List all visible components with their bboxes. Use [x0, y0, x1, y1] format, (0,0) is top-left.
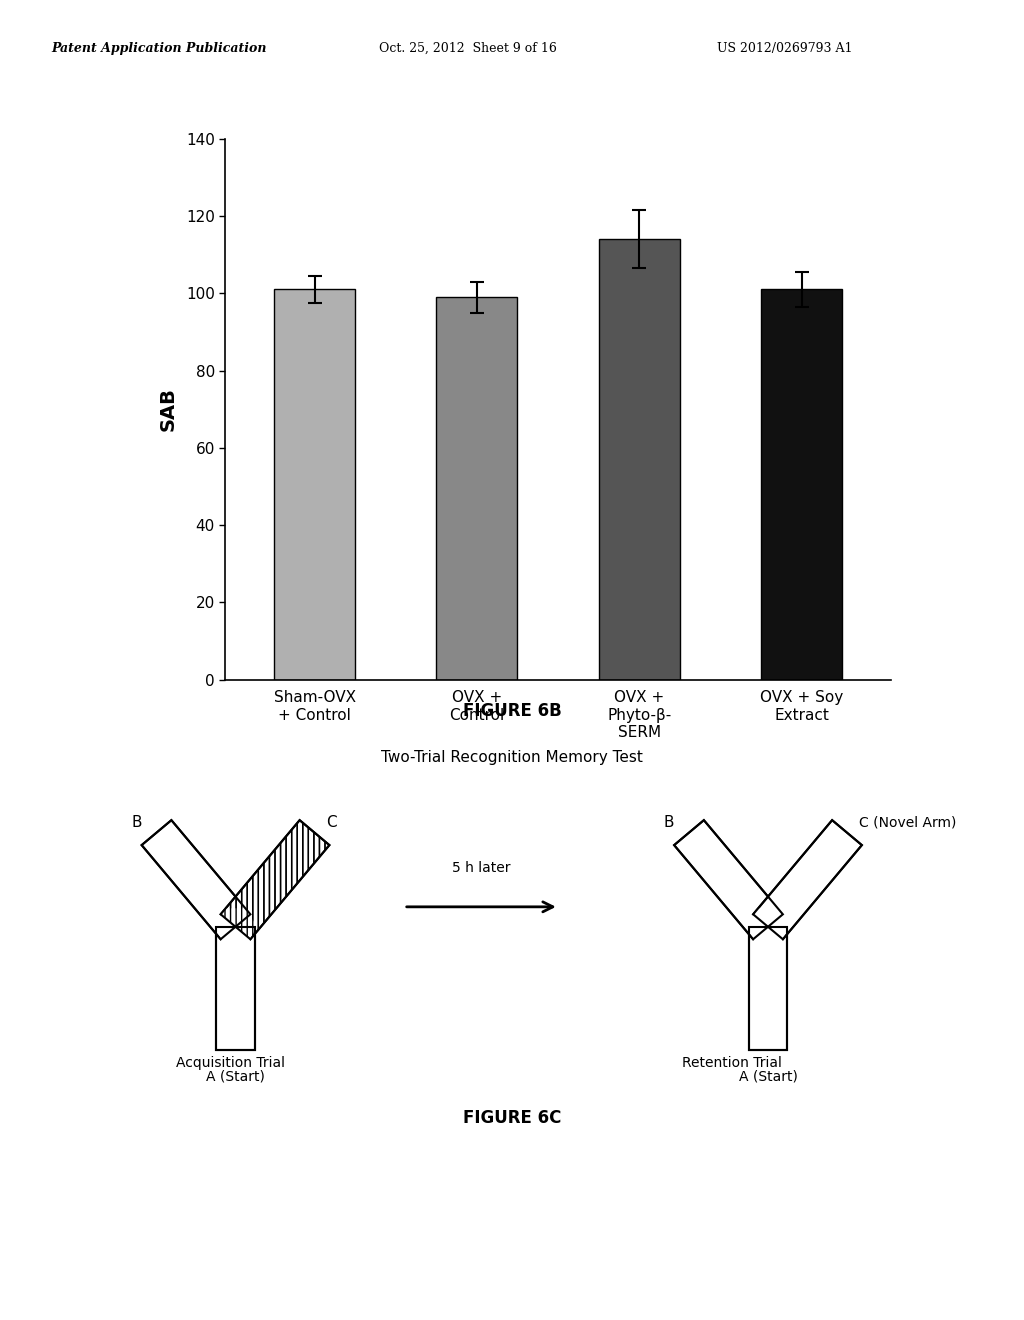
Bar [436, 297, 517, 680]
Bar [599, 239, 680, 680]
Y-axis label: SAB: SAB [159, 387, 177, 432]
Bar [761, 289, 842, 680]
Polygon shape [746, 908, 790, 945]
Text: B: B [664, 816, 674, 830]
Polygon shape [753, 820, 862, 940]
Polygon shape [216, 927, 255, 1049]
Text: C: C [326, 816, 337, 830]
Polygon shape [749, 927, 787, 1049]
Polygon shape [220, 820, 330, 940]
Text: Retention Trial: Retention Trial [682, 1056, 782, 1071]
Text: A (Start): A (Start) [206, 1069, 265, 1084]
Polygon shape [141, 820, 251, 940]
Polygon shape [674, 820, 783, 940]
Text: Two-Trial Recognition Memory Test: Two-Trial Recognition Memory Test [381, 750, 643, 764]
Text: A (Start): A (Start) [738, 1069, 798, 1084]
Text: Oct. 25, 2012  Sheet 9 of 16: Oct. 25, 2012 Sheet 9 of 16 [379, 42, 557, 55]
Text: US 2012/0269793 A1: US 2012/0269793 A1 [717, 42, 852, 55]
Text: C (Novel Arm): C (Novel Arm) [858, 816, 956, 830]
Text: Patent Application Publication: Patent Application Publication [51, 42, 266, 55]
Bar [274, 289, 355, 680]
Text: B: B [131, 816, 141, 830]
Polygon shape [214, 908, 257, 945]
Text: FIGURE 6B: FIGURE 6B [463, 702, 561, 721]
Text: Acquisition Trial: Acquisition Trial [176, 1056, 285, 1071]
Text: 5 h later: 5 h later [452, 861, 511, 875]
Text: FIGURE 6C: FIGURE 6C [463, 1109, 561, 1127]
